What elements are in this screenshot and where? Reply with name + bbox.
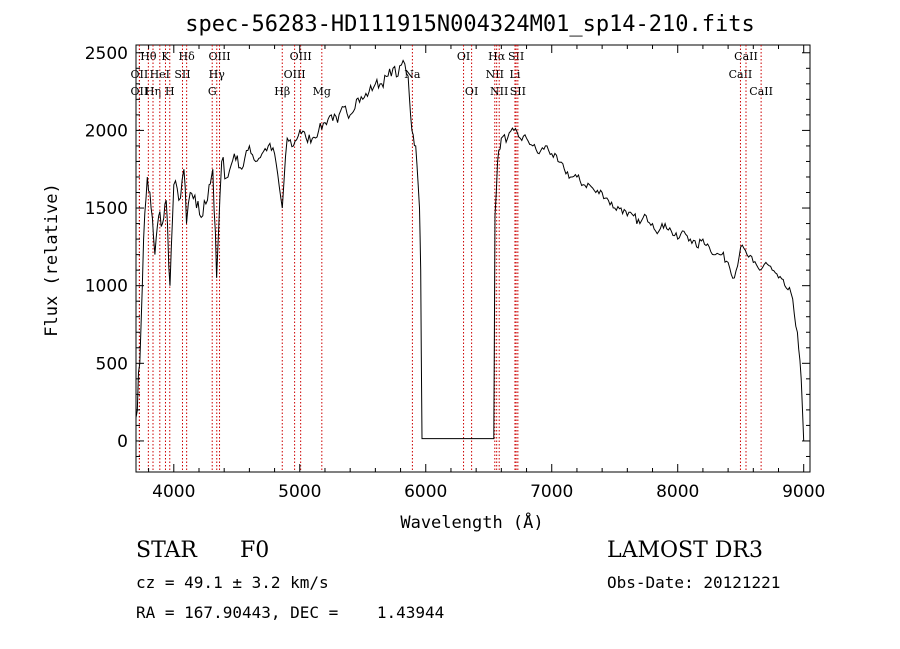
line-marker-label: K [161, 50, 170, 63]
line-marker-label: Hα [488, 50, 506, 63]
line-marker-label: Hη [145, 85, 161, 98]
y-axis: 0 500 1000 1500 2000 2500 [85, 44, 810, 457]
line-marker-label: Mg [313, 85, 331, 98]
line-marker-label: OIII [290, 50, 312, 63]
chart-title: spec-56283-HD111915N004324M01_sp14-210.f… [185, 12, 755, 37]
line-marker-label: OI [457, 50, 470, 63]
line-marker-label: HeI [150, 68, 170, 81]
coordinates: RA = 167.90443, DEC = 1.43944 [136, 603, 445, 622]
line-marker-label: OI [465, 85, 478, 98]
y-tick-label: 2000 [85, 121, 128, 141]
plot-frame [135, 44, 811, 473]
line-marker-label: Hθ [140, 50, 157, 63]
x-tick-label: 8000 [656, 482, 699, 502]
obs-date: Obs-Date: 20121221 [607, 573, 781, 592]
line-marker-label: CaII [734, 50, 758, 63]
line-marker-label: H [165, 85, 175, 98]
y-tick-label: 0 [117, 432, 128, 452]
line-marker-label: G [208, 85, 217, 98]
y-axis-label: Flux (relative) [42, 183, 62, 337]
x-tick-label: 6000 [404, 482, 447, 502]
line-marker-label: NII [486, 68, 504, 81]
y-tick-label: 2500 [85, 44, 128, 64]
line-marker-label: Hβ [274, 85, 290, 98]
x-axis: 4000 5000 6000 7000 8000 9000 [148, 45, 825, 502]
line-marker-label: CaII [729, 68, 753, 81]
line-marker-label: SII [508, 50, 524, 63]
x-tick-label: 7000 [530, 482, 573, 502]
line-marker-label: Li [510, 68, 521, 81]
y-tick-label: 1500 [85, 199, 128, 219]
line-marker-label: CaII [749, 85, 773, 98]
redshift-readout: cz = 49.1 ± 3.2 km/s [136, 573, 329, 592]
object-class: STAR [136, 538, 197, 563]
line-marker-label: NII [490, 85, 508, 98]
line-marker-label: Hδ [179, 50, 196, 63]
line-marker-label: OIII [208, 50, 230, 63]
y-tick-label: 1000 [85, 277, 128, 297]
x-tick-label: 5000 [278, 482, 321, 502]
line-marker-label: SII [174, 68, 190, 81]
object-subclass: F0 [240, 538, 270, 563]
line-marker-label: OIII [284, 68, 306, 81]
line-marker-label: SII [510, 85, 526, 98]
x-tick-label: 4000 [152, 482, 195, 502]
line-markers: OIIHθOIIHηHeIKHSIIHδGHγOIIIHβOIIIOIIIMgN… [131, 45, 773, 472]
y-tick-label: 500 [96, 354, 128, 374]
line-marker-label: Hγ [209, 68, 226, 81]
x-axis-label: Wavelength (Å) [400, 511, 543, 533]
survey-name: LAMOST DR3 [607, 538, 763, 563]
line-marker-label: OII [131, 68, 149, 81]
spectrum-line [135, 59, 805, 441]
x-tick-label: 9000 [782, 482, 825, 502]
